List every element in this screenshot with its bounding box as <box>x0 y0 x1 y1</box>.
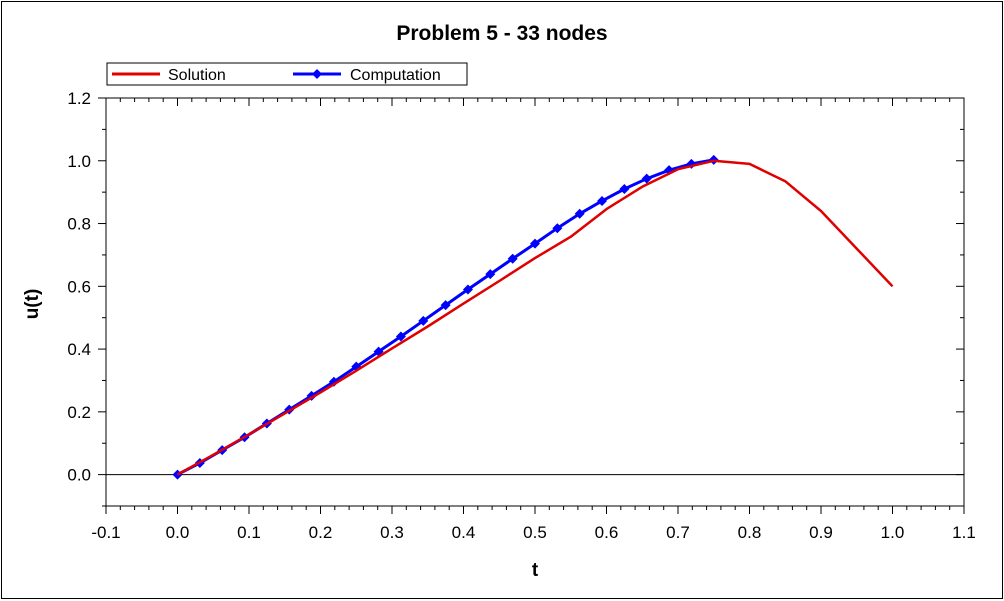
x-tick-label: 0.3 <box>380 523 404 542</box>
y-tick-label: 0.8 <box>67 215 91 234</box>
computation-point <box>552 223 563 234</box>
x-tick-label: -0.1 <box>91 523 120 542</box>
y-tick-label: 0.2 <box>67 403 91 422</box>
computation-point <box>619 184 630 195</box>
legend: Solution Computation <box>106 62 468 86</box>
x-axis-label: t <box>532 560 539 581</box>
legend-computation-marker <box>312 69 322 79</box>
computation-point <box>574 208 585 219</box>
x-tick-label: 0.1 <box>237 523 261 542</box>
computation-point <box>462 284 473 295</box>
x-tick-label: 0.2 <box>309 523 333 542</box>
y-tick-label: 1.2 <box>67 89 91 108</box>
y-tick-label: 1.0 <box>67 152 91 171</box>
y-tick-label: 0.0 <box>67 466 91 485</box>
computation-point <box>641 173 652 184</box>
y-tick-label: 0.4 <box>67 340 91 359</box>
computation-point <box>597 195 608 206</box>
x-tick-label: 0.0 <box>166 523 190 542</box>
computation-point <box>485 269 496 280</box>
series-layer <box>172 154 894 480</box>
computation-point <box>395 331 406 342</box>
chart-title: Problem 5 - 33 nodes <box>396 22 607 45</box>
x-tick-label: 0.7 <box>666 523 690 542</box>
computation-point <box>418 315 429 326</box>
x-tick-label: 1.1 <box>952 523 976 542</box>
y-tick-label: 0.6 <box>67 277 91 296</box>
axes-layer: -0.1 0.0 0.1 0.2 0.3 0.4 0.5 0.6 0.7 0.8 0.9 1.0 1.1… <box>67 89 975 542</box>
computation-point <box>530 238 540 249</box>
x-tick-label: 0.6 <box>595 523 619 542</box>
x-tick-label: 0.8 <box>738 523 762 542</box>
x-tick-label: 1.0 <box>881 523 905 542</box>
legend-computation-label: Computation <box>350 67 441 84</box>
computation-point <box>507 253 518 264</box>
computation-point <box>440 300 451 311</box>
solution-line <box>176 159 894 476</box>
legend-box <box>106 62 468 86</box>
x-tick-label: 0.5 <box>523 523 547 542</box>
x-tick-label: 0.4 <box>452 523 476 542</box>
legend-solution-label: Solution <box>168 67 226 84</box>
y-axis-label: u(t) <box>22 289 43 320</box>
x-tick-label: 0.9 <box>809 523 833 542</box>
